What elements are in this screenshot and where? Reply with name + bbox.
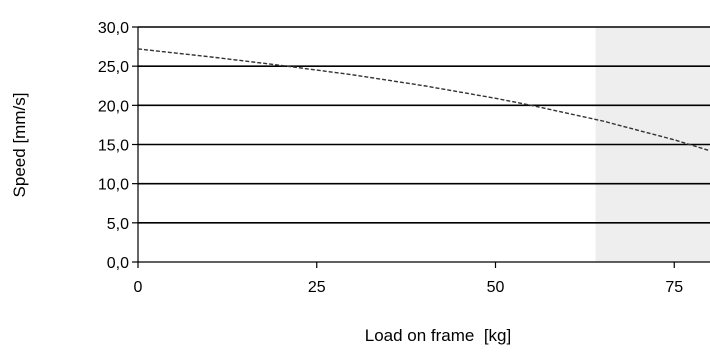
x-tick-label-3: 75 bbox=[665, 279, 683, 296]
y-tick-label-1: 5,0 bbox=[107, 216, 129, 233]
y-tick-label-5: 25,0 bbox=[98, 59, 129, 76]
y-axis-title: Speed [mm/s] bbox=[10, 93, 29, 198]
x-tick-label-1: 25 bbox=[308, 279, 326, 296]
x-tick-label-0: 0 bbox=[134, 279, 143, 296]
y-tick-label-0: 0,0 bbox=[107, 255, 129, 272]
series-line-0 bbox=[137, 48, 710, 152]
y-tick-label-3: 15,0 bbox=[98, 138, 129, 155]
y-tick-label-4: 20,0 bbox=[98, 98, 129, 115]
y-tick-label-6: 30,0 bbox=[98, 20, 129, 37]
x-axis-title: Load on frame [kg] bbox=[365, 326, 511, 345]
x-tick-label-2: 50 bbox=[487, 279, 505, 296]
y-tick-label-2: 10,0 bbox=[98, 177, 129, 194]
